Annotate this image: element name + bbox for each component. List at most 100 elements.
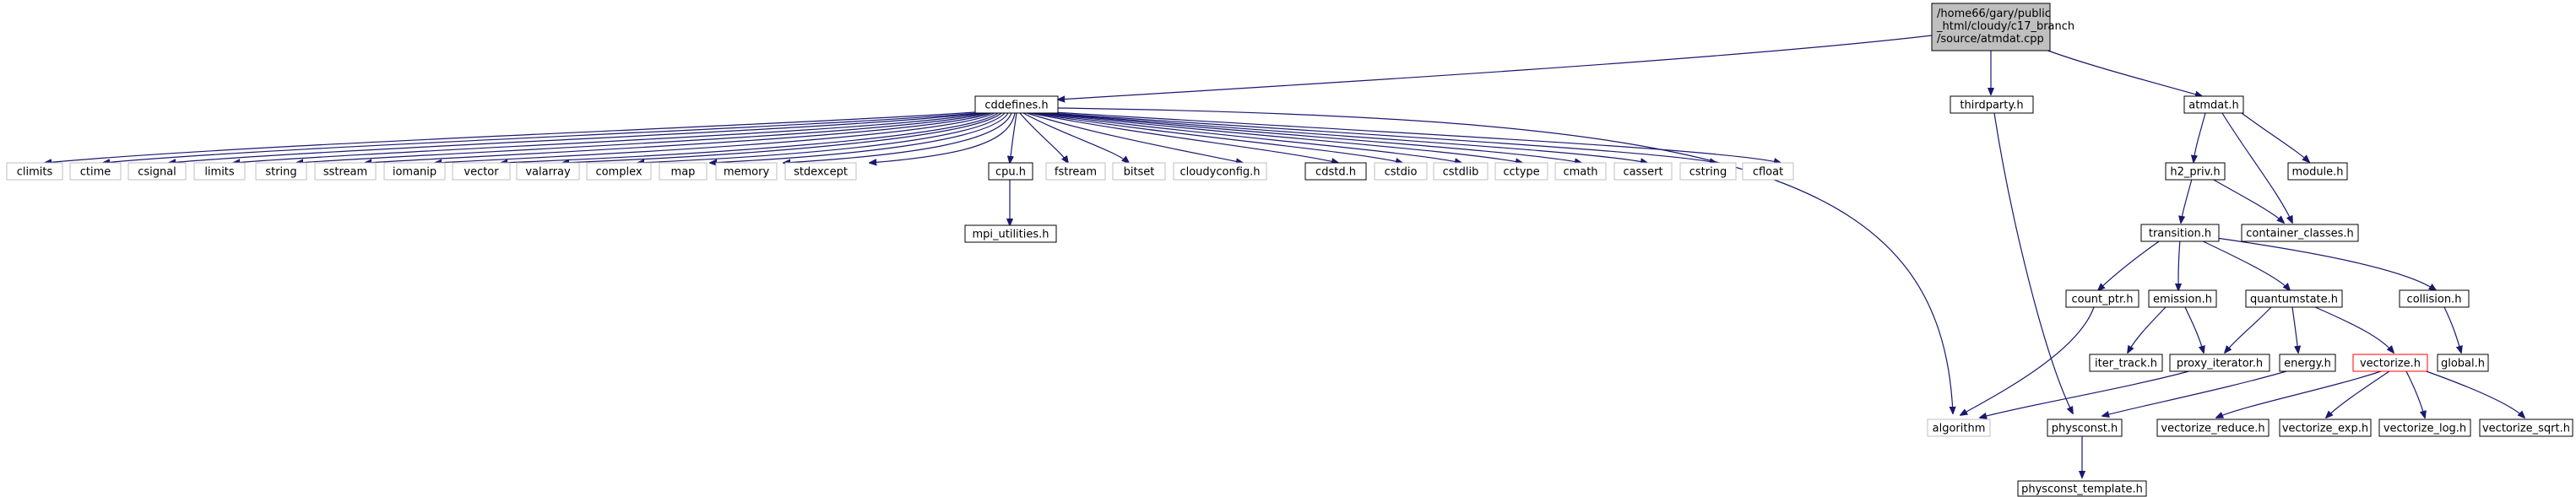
node-box (1742, 162, 1794, 181)
node-label: stdexcept (794, 166, 848, 179)
node-physconst[interactable]: physconst.h (2047, 419, 2123, 437)
node-label: physconst_template.h (2021, 483, 2143, 496)
node-box (255, 162, 307, 181)
node-complex[interactable]: complex (586, 162, 652, 181)
edge-cddefines-complex (637, 112, 1006, 163)
edge-cddefines-csignal (169, 112, 982, 163)
edge-cddefines-string (296, 112, 989, 163)
node-box (193, 162, 246, 181)
node-box (2183, 95, 2244, 114)
node-cassert[interactable]: cassert (1613, 162, 1673, 181)
node-iter-track[interactable]: iter_track.h (2089, 354, 2163, 372)
node-thirdparty[interactable]: thirdparty.h (1950, 95, 2034, 114)
edge-cddefines-fstream (1019, 112, 1068, 163)
node-collision[interactable]: collision.h (2399, 289, 2470, 308)
node-memory[interactable]: memory (715, 162, 778, 181)
node-vectorize-exp[interactable]: vectorize_exp.h (2279, 419, 2372, 437)
node-global[interactable]: global.h (2437, 354, 2489, 372)
node-label: vectorize_log.h (2383, 423, 2466, 435)
node-limits[interactable]: limits (193, 162, 246, 181)
node-algorithm[interactable]: algorithm (1927, 419, 1991, 437)
node-box (2279, 354, 2336, 372)
edge-vectorize-sqrt (2421, 369, 2524, 418)
node-vector[interactable]: vector (452, 162, 511, 181)
node-quantumstate[interactable]: quantumstate.h (2245, 289, 2343, 308)
node-label: energy.h (2284, 358, 2331, 370)
node-vectorize-reduce[interactable]: vectorize_reduce.h (2156, 419, 2270, 437)
node-h2-priv[interactable]: h2_priv.h (2165, 162, 2226, 181)
node-label: physconst.h (2052, 423, 2118, 435)
node-label: global.h (2441, 358, 2485, 370)
node-cmath[interactable]: cmath (1554, 162, 1607, 181)
edge-emission-itertrack (2128, 306, 2167, 353)
node-label: atmdat.h (2188, 100, 2238, 112)
node-box (2047, 419, 2123, 437)
node-label: memory (724, 166, 770, 179)
node-box (586, 162, 652, 181)
node-energy[interactable]: energy.h (2279, 354, 2336, 372)
node-label: map (671, 166, 696, 179)
dependency-nodes: cddefines.h thirdparty.h atmdat.h climits ct… (6, 3, 2573, 497)
node-climits[interactable]: climits (6, 162, 63, 181)
node-vectorize-sqrt[interactable]: vectorize_sqrt.h (2479, 419, 2573, 437)
edge-vectorize-exp (2326, 370, 2390, 418)
node-box (2437, 354, 2489, 372)
edge-cddefines-cmath (1043, 112, 1581, 163)
node-label: string (265, 166, 296, 179)
node-box (2065, 289, 2139, 308)
edge-cddefines-cstdio (1033, 112, 1402, 163)
node-csignal[interactable]: csignal (127, 162, 187, 181)
node-map[interactable]: map (659, 162, 708, 181)
node-proxy-iterator[interactable]: proxy_iterator.h (2169, 354, 2270, 372)
node-fstream[interactable]: fstream (1045, 162, 1106, 181)
node-stdexcept[interactable]: stdexcept (784, 162, 857, 181)
node-root-atmdat-cpp[interactable]: /home66/gary/public_html/cloudy/c17_bran… (1931, 3, 2074, 51)
edge-transition-emission (2178, 239, 2180, 290)
node-box (2148, 289, 2217, 308)
node-cdstd[interactable]: cdstd.h (1304, 162, 1367, 181)
edge-atmdat-module (2241, 112, 2309, 162)
edge-cddefines-sstream (365, 112, 992, 163)
node-cstdio[interactable]: cstdio (1374, 162, 1428, 181)
node-cpu[interactable]: cpu.h (988, 162, 1033, 181)
node-label: iomanip (393, 166, 437, 179)
edge-atmdat-container (2221, 112, 2292, 223)
edge-cddefines-cstring (1049, 112, 1716, 163)
node-string[interactable]: string (255, 162, 307, 181)
node-container-classes[interactable]: container_classes.h (2241, 224, 2359, 242)
edge-root-cddefines (1058, 35, 1933, 100)
node-atmdat[interactable]: atmdat.h (2183, 95, 2244, 114)
node-box (1554, 162, 1607, 181)
node-label: cloudyconfig.h (1180, 166, 1260, 179)
node-transition[interactable]: transition.h (2140, 224, 2220, 242)
node-label: cassert (1623, 166, 1662, 179)
edge-cddefines-cfloat (1053, 111, 1781, 163)
node-label: iter_track.h (2095, 358, 2157, 370)
node-cddefines[interactable]: cddefines.h (974, 95, 1059, 114)
node-box (964, 224, 1057, 243)
node-physconst-template[interactable]: physconst_template.h (2017, 480, 2147, 497)
node-label: complex (595, 166, 642, 179)
node-ctime[interactable]: ctime (69, 162, 122, 181)
node-box (2169, 354, 2270, 372)
node-module[interactable]: module.h (2287, 162, 2348, 181)
node-count-ptr[interactable]: count_ptr.h (2065, 289, 2139, 308)
edge-cddefines-stdexcept (870, 112, 1016, 163)
edge-emission-proxy (2184, 306, 2204, 353)
node-vectorize-log[interactable]: vectorize_log.h (2378, 419, 2471, 437)
node-cfloat[interactable]: cfloat (1742, 162, 1794, 181)
node-cstring[interactable]: cstring (1679, 162, 1737, 181)
node-valarray[interactable]: valarray (516, 162, 580, 181)
node-emission[interactable]: emission.h (2148, 289, 2217, 308)
node-cloudyconfig[interactable]: cloudyconfig.h (1173, 162, 1267, 181)
node-sstream[interactable]: sstream (314, 162, 377, 181)
node-iomanip[interactable]: iomanip (383, 162, 446, 181)
node-bitset[interactable]: bitset (1112, 162, 1166, 181)
node-cctype[interactable]: cctype (1494, 162, 1548, 181)
node-label: cmath (1563, 166, 1597, 179)
node-box (1679, 162, 1737, 181)
node-mpi-utilities[interactable]: mpi_utilities.h (964, 224, 1057, 243)
node-vectorize[interactable]: vectorize.h (2352, 354, 2428, 372)
node-cstdlib[interactable]: cstdlib (1433, 162, 1489, 181)
root-node-label-line: /home66/gary/public (1937, 8, 2051, 20)
